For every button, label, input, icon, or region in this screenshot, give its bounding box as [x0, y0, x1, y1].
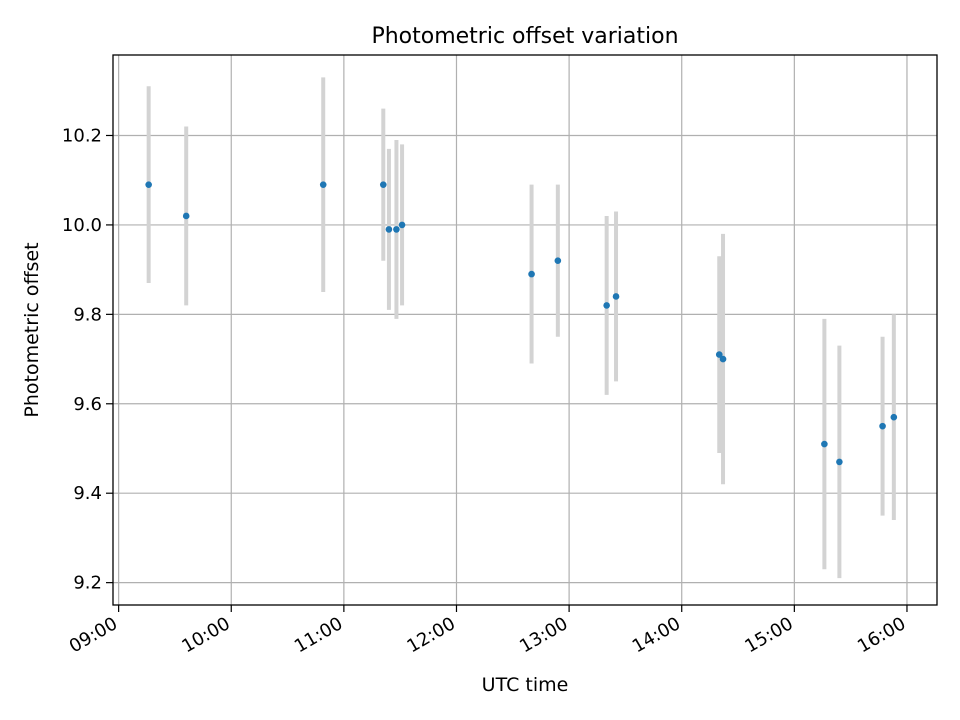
data-point — [879, 422, 886, 430]
x-tick-label: 14:00 — [629, 613, 684, 657]
y-axis-ticks: 9.2 9.4 9.6 9.8 10.0 10.2 — [62, 125, 113, 594]
y-tick-label: 9.8 — [73, 304, 102, 325]
error-bars — [146, 77, 896, 579]
data-point — [890, 413, 898, 421]
y-tick-label: 9.4 — [73, 483, 102, 504]
data-point — [821, 440, 828, 448]
y-tick-label: 9.6 — [73, 394, 102, 415]
y-tick-label: 10.2 — [62, 125, 102, 146]
data-point — [603, 302, 610, 309]
data-points — [145, 181, 898, 466]
chart-title: Photometric offset variation — [371, 24, 678, 49]
data-point — [182, 212, 190, 220]
data-point — [393, 226, 400, 233]
x-tick-label: 13:00 — [516, 613, 571, 657]
data-point — [319, 181, 327, 188]
y-axis-label: Photometric offset — [21, 242, 43, 417]
x-tick-label: 16:00 — [854, 613, 909, 657]
data-point — [379, 181, 387, 188]
grid-lines — [113, 55, 937, 605]
x-tick-label: 15:00 — [741, 613, 796, 657]
x-tick-label: 11:00 — [291, 613, 346, 657]
data-point — [398, 221, 406, 229]
y-tick-label: 9.2 — [73, 573, 102, 594]
data-point — [715, 351, 723, 358]
x-tick-label: 09:00 — [66, 613, 121, 657]
x-axis-ticks: 09:00 10:00 11:00 12:00 13:00 14:00 15:00 16:00 — [66, 605, 909, 657]
data-point — [554, 257, 562, 264]
y-tick-label: 10.0 — [62, 215, 102, 236]
plot-frame — [112, 54, 938, 606]
data-point — [719, 355, 727, 363]
data-point — [528, 270, 535, 278]
data-point — [385, 226, 393, 233]
x-tick-label: 12:00 — [404, 613, 459, 657]
data-point — [145, 181, 152, 188]
x-axis-label: UTC time — [482, 674, 569, 696]
data-point — [612, 293, 620, 300]
x-tick-label: 10:00 — [178, 613, 233, 657]
data-point — [836, 458, 843, 466]
